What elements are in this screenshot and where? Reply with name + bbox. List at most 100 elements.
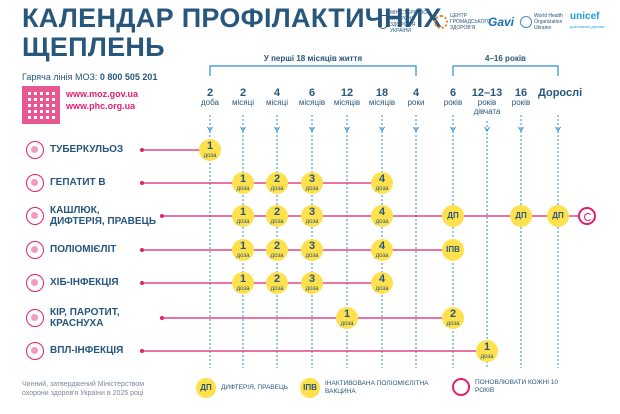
age-column-header: 2 доба xyxy=(190,87,230,108)
dose-marker[interactable]: 2 доза xyxy=(266,172,288,194)
qr-code-icon[interactable] xyxy=(22,86,60,124)
age-value: 4 xyxy=(412,87,420,99)
age-value: 12 xyxy=(340,87,354,99)
legend-text: ПОНОВЛЮВАТИ КОЖНІ 10 РОКІВ xyxy=(475,379,559,394)
dose-marker[interactable]: 2 доза xyxy=(266,239,288,261)
phc-logo[interactable]: ЦЕНТР ГРОМАДСЬКОГО ЗДОРОВ'Я xyxy=(434,13,491,31)
who-logo[interactable]: World Health Organization Ukraine xyxy=(520,13,564,31)
dose-number: 4 xyxy=(378,273,386,285)
dose-number: 3 xyxy=(308,206,316,218)
dose-marker[interactable]: ДП xyxy=(547,205,569,227)
dose-marker[interactable]: 4 доза xyxy=(371,172,393,194)
vaccine-name-line: ХІБ-ІНФЕКЦІЯ xyxy=(50,277,119,288)
dose-unit: доза xyxy=(236,219,250,225)
timeline-start-dot xyxy=(140,349,144,353)
age-value: 2 xyxy=(206,87,214,99)
hotline: Гаряча лінія МОЗ: 0 800 505 201 xyxy=(22,72,157,82)
dose-unit: доза xyxy=(270,219,284,225)
dose-marker[interactable]: 4 доза xyxy=(371,272,393,294)
dose-marker[interactable]: 4 доза xyxy=(371,205,393,227)
legend-item: ПОНОВЛЮВАТИ КОЖНІ 10 РОКІВ xyxy=(452,378,565,396)
timeline-start-dot xyxy=(140,248,144,252)
age-value: 4 xyxy=(273,87,281,99)
dose-number: ІПВ xyxy=(446,245,460,254)
age-column-header: 16 років xyxy=(501,87,541,108)
dose-unit: доза xyxy=(270,253,284,259)
vaccine-name: ВПЛ-ІНФЕКЦІЯ xyxy=(50,345,123,356)
who-emblem-icon xyxy=(520,16,533,28)
dose-marker[interactable]: 4 доза xyxy=(371,239,393,261)
dose-marker[interactable]: 3 доза xyxy=(301,205,323,227)
age-value: 16 xyxy=(514,87,528,99)
dose-number: 2 xyxy=(273,273,281,285)
dose-marker[interactable]: 3 доза xyxy=(301,272,323,294)
dose-marker[interactable]: 1 доза xyxy=(476,340,498,362)
link-moz[interactable]: www.moz.gov.ua xyxy=(66,89,139,99)
dose-marker[interactable]: 1 доза xyxy=(232,172,254,194)
legend-item: ІПВ ІНАКТИВОВАНА ПОЛІОМІЄЛІТНА ВАКЦИНА xyxy=(300,378,445,398)
age-column-header: 4 роки xyxy=(396,87,436,108)
dose-number: 1 xyxy=(239,206,247,218)
dose-unit: доза xyxy=(375,253,389,259)
timeline-start-dot xyxy=(160,214,164,218)
dose-marker[interactable]: 1 доза xyxy=(199,139,221,161)
hotline-number[interactable]: 0 800 505 201 xyxy=(99,72,158,82)
dose-unit: доза xyxy=(340,321,354,327)
dose-marker[interactable]: 2 доза xyxy=(266,205,288,227)
dose-unit: доза xyxy=(270,186,284,192)
dose-marker[interactable]: 2 доза xyxy=(266,272,288,294)
vaccine-name: ХІБ-ІНФЕКЦІЯ xyxy=(50,277,119,288)
dose-unit: доза xyxy=(375,186,389,192)
title-line-2: ЩЕПЛЕНЬ xyxy=(22,32,165,62)
vaccine-name-line: КІР, ПАРОТИТ, xyxy=(50,307,120,318)
dose-number: 3 xyxy=(308,273,316,285)
partner-logos: МІНІСТЕРСТВО ОХОРОНИ ЗДОРОВ'Я УКРАЇНИ ЦЕ… xyxy=(378,8,616,36)
dose-number: 2 xyxy=(449,308,457,320)
age-value: 6 xyxy=(449,87,457,99)
vaccine-icon xyxy=(26,207,44,225)
legend-swatch: ІПВ xyxy=(300,378,320,398)
age-column-header: Дорослі xyxy=(538,88,582,99)
age-unit: доба xyxy=(201,98,219,107)
dose-marker[interactable]: 3 доза xyxy=(301,239,323,261)
dose-marker[interactable]: ДП xyxy=(510,205,532,227)
group-label: У перші 18 місяців життя xyxy=(263,54,363,63)
dose-number: 3 xyxy=(308,240,316,252)
dose-marker[interactable]: 2 доза xyxy=(442,307,464,329)
dose-unit: доза xyxy=(375,219,389,225)
trident-icon xyxy=(378,15,388,29)
vaccine-name-line: КАШЛЮК, xyxy=(50,205,100,216)
vaccine-icon xyxy=(26,174,44,192)
dose-marker[interactable]: ІПВ xyxy=(442,239,464,261)
title-line-1: КАЛЕНДАР ПРОФІЛАКТИЧНИХ xyxy=(22,3,442,33)
phc-logo-text: ЦЕНТР ГРОМАДСЬКОГО ЗДОРОВ'Я xyxy=(450,13,491,31)
unicef-logo[interactable]: unicef для кожної дитини xyxy=(570,12,604,32)
dose-marker[interactable]: 1 доза xyxy=(232,239,254,261)
chevron-down-icon xyxy=(274,126,280,132)
dose-marker[interactable]: 1 доза xyxy=(232,272,254,294)
link-phc[interactable]: www.phc.org.ua xyxy=(66,101,136,111)
who-logo-text: World Health Organization Ukraine xyxy=(534,13,563,31)
age-value: 6 xyxy=(308,87,316,99)
age-column-header: 12–13 років дівчата xyxy=(467,88,507,117)
dose-marker[interactable]: ДП xyxy=(442,205,464,227)
age-unit: місяці xyxy=(266,98,288,107)
dose-unit: доза xyxy=(203,153,217,159)
dose-unit: доза xyxy=(270,286,284,292)
moz-logo[interactable]: МІНІСТЕРСТВО ОХОРОНИ ЗДОРОВ'Я УКРАЇНИ xyxy=(378,10,428,34)
vaccine-icon xyxy=(26,274,44,292)
unicef-sub: для кожної дитини xyxy=(570,24,605,29)
dose-marker[interactable]: 3 доза xyxy=(301,172,323,194)
legend-item: ДП ДИФТЕРІЯ, ПРАВЕЦЬ xyxy=(196,378,291,398)
vaccine-name-line: ПОЛІОМІЄЛІТ xyxy=(50,244,117,255)
vaccine-name-line: ГЕПАТИТ В xyxy=(50,177,106,188)
dose-marker[interactable]: 1 доза xyxy=(232,205,254,227)
dose-number: 2 xyxy=(273,206,281,218)
legend-swatch: ДП xyxy=(196,378,216,398)
dose-marker[interactable]: 1 доза xyxy=(336,307,358,329)
chevron-down-icon xyxy=(450,126,456,132)
vaccine-name: КІР, ПАРОТИТ, КРАСНУХА xyxy=(50,307,120,329)
website-links: www.moz.gov.ua www.phc.org.ua xyxy=(66,88,138,112)
group-bracket xyxy=(452,65,559,76)
dose-number: 1 xyxy=(239,173,247,185)
